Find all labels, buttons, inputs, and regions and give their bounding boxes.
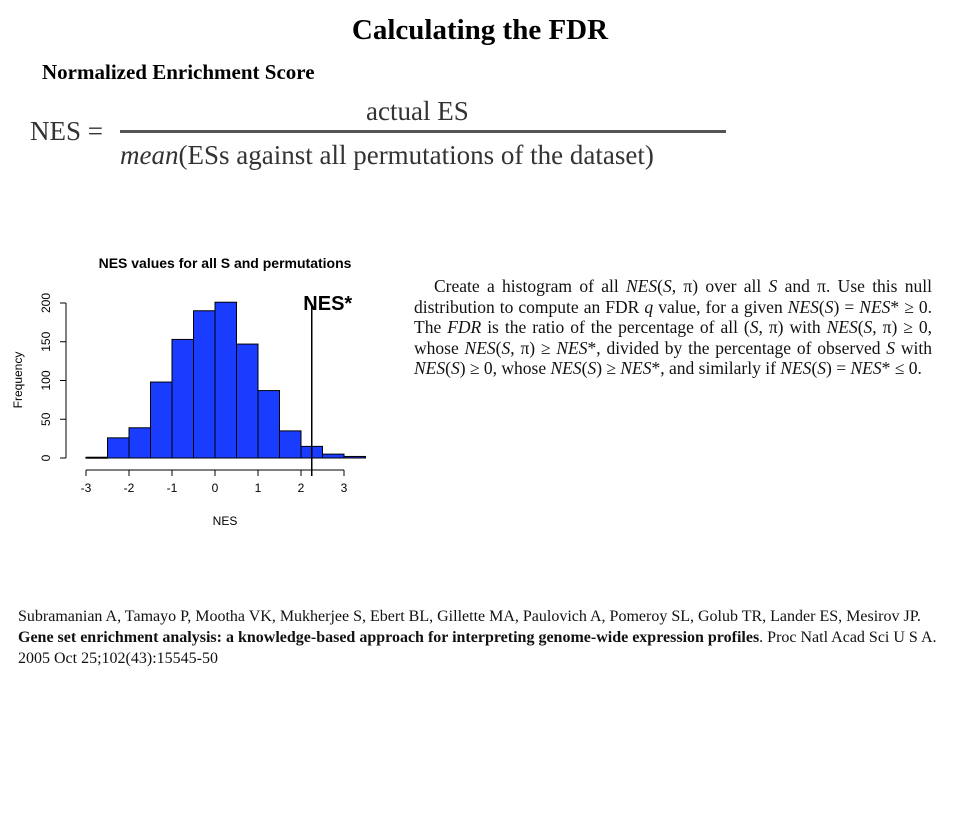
citation-authors: Subramanian A, Tamayo P, Mootha VK, Mukh…	[18, 608, 921, 625]
y-axis: 0 50 100 150 200	[39, 293, 67, 461]
formula-lhs: NES =	[30, 116, 103, 146]
denominator-text: (ESs against all permutations of the dat…	[178, 140, 654, 170]
x-tick-label: 2	[298, 481, 305, 495]
y-tick-label: 150	[39, 331, 53, 351]
formula-numerator: actual ES	[366, 96, 469, 126]
histogram-bars	[85, 301, 366, 459]
x-tick-label: 0	[212, 481, 219, 495]
fraction-bar	[120, 130, 726, 133]
x-tick-label: -3	[81, 481, 92, 495]
histogram-bar	[128, 427, 151, 459]
histogram-bar	[107, 437, 130, 459]
section-heading: Normalized Enrichment Score	[42, 60, 315, 84]
mean-function: mean	[120, 140, 179, 170]
y-tick-label: 0	[39, 454, 53, 461]
x-axis-label: NES	[213, 514, 238, 528]
histogram-bar	[193, 310, 216, 459]
histogram-bar	[257, 390, 280, 459]
histogram-bar	[279, 430, 302, 459]
x-tick-label: -1	[167, 481, 178, 495]
nes-formula: NES = actual ES mean(ESs against all per…	[30, 96, 750, 176]
y-tick-label: 200	[39, 293, 53, 313]
slide-title: Calculating the FDR	[351, 14, 609, 46]
nes-histogram: NES values for all S and permutations 0 5…	[11, 255, 366, 528]
citation-article-title: Gene set enrichment analysis: a knowledg…	[18, 629, 760, 646]
histogram-bar	[322, 453, 345, 459]
citation-journal: . Proc Natl Acad Sci U S A. 2005 Oct 25;…	[18, 629, 937, 667]
histogram-bar	[171, 338, 194, 459]
y-tick-label: 50	[39, 412, 53, 426]
histogram-bar	[150, 381, 173, 459]
x-axis: -3 -2 -1 0 1 2 3	[81, 469, 348, 495]
formula-denominator: mean(ESs against all permutations of the…	[120, 140, 654, 171]
chart-title: NES values for all S and permutations	[99, 255, 352, 271]
histogram-bar	[214, 301, 237, 459]
nes-star-label: NES*	[303, 293, 352, 315]
y-tick-label: 100	[39, 370, 53, 390]
histogram-bar	[85, 456, 108, 459]
histogram-bar	[343, 455, 366, 459]
x-tick-label: 1	[255, 481, 262, 495]
x-tick-label: 3	[341, 481, 348, 495]
fdr-description: Create a histogram of all NES(S, π) over…	[414, 276, 933, 378]
x-tick-label: -2	[124, 481, 135, 495]
histogram-bar	[236, 343, 259, 459]
reference-citation: Subramanian A, Tamayo P, Mootha VK, Mukh…	[18, 606, 948, 669]
y-axis-label: Frequency	[11, 352, 25, 409]
